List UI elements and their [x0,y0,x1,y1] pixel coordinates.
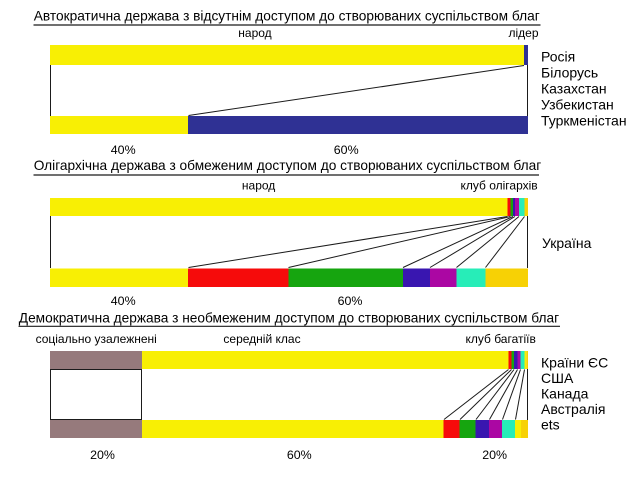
svg-text:лідер: лідер [508,26,538,40]
svg-text:Білорусь: Білорусь [541,65,598,81]
svg-text:Канада: Канада [541,386,589,402]
svg-text:60%: 60% [287,448,312,462]
svg-text:Австралія: Австралія [541,401,605,417]
svg-text:соціально узалежнені: соціально узалежнені [36,332,157,346]
svg-text:60%: 60% [334,143,359,157]
svg-text:США: США [541,370,574,386]
svg-text:Демократична держава з необмеж: Демократична держава з необмеженим досту… [19,310,559,325]
svg-text:народ: народ [238,26,271,40]
svg-text:60%: 60% [338,294,363,308]
svg-text:Україна: Україна [542,235,592,251]
svg-text:Росія: Росія [541,49,575,65]
svg-text:Туркменістан: Туркменістан [541,113,627,129]
svg-text:Автократична держава з відсутн: Автократична держава з відсутнім доступо… [34,9,540,24]
svg-text:40%: 40% [111,294,136,308]
svg-text:Олігархічна держава з обмежени: Олігархічна держава з обмеженим доступом… [34,158,542,173]
svg-text:народ: народ [242,179,275,193]
svg-text:Країни ЄС: Країни ЄС [541,355,608,371]
svg-text:20%: 20% [482,448,507,462]
svg-text:40%: 40% [111,143,136,157]
svg-text:Казахстан: Казахстан [541,81,607,97]
svg-text:20%: 20% [90,448,115,462]
svg-text:клуб олігархів: клуб олігархів [461,179,538,193]
svg-text:клуб багатіїв: клуб багатіїв [465,332,535,346]
svg-text:Узбекистан: Узбекистан [541,97,614,113]
svg-text:ets: ets [541,417,560,433]
svg-text:середній клас: середній клас [223,332,300,346]
